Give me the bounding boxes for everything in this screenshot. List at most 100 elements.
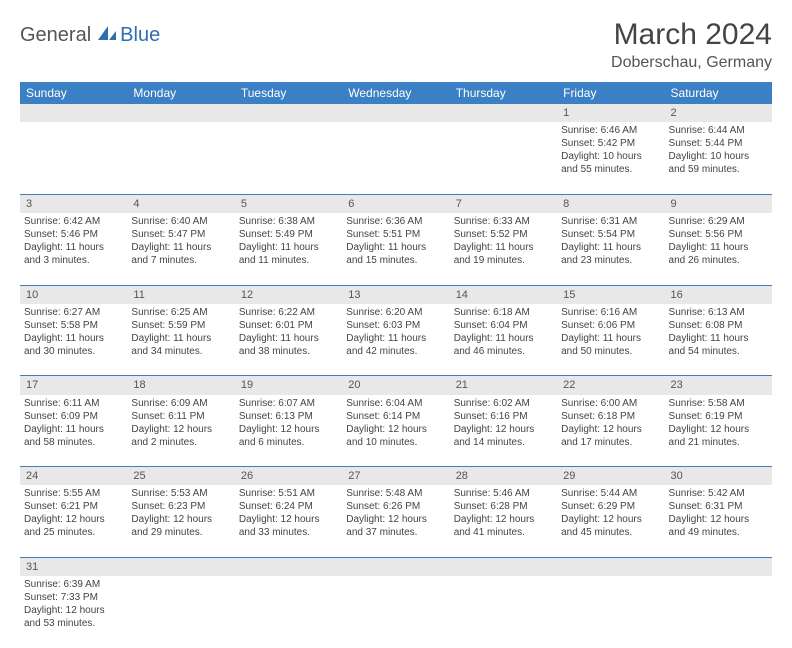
day-number: 23 [665, 376, 772, 395]
daynum-row: 12 [20, 104, 772, 122]
week-row: Sunrise: 6:46 AMSunset: 5:42 PMDaylight:… [20, 122, 772, 194]
day-cell [235, 576, 342, 648]
day-number: 21 [450, 376, 557, 395]
day-number [665, 557, 772, 576]
day-cell: Sunrise: 6:42 AMSunset: 5:46 PMDaylight:… [20, 213, 127, 285]
day-cell: Sunrise: 6:46 AMSunset: 5:42 PMDaylight:… [557, 122, 664, 194]
week-row: Sunrise: 5:55 AMSunset: 6:21 PMDaylight:… [20, 485, 772, 557]
weekday-header-row: Sunday Monday Tuesday Wednesday Thursday… [20, 82, 772, 104]
day-cell [450, 122, 557, 194]
day-number: 11 [127, 285, 234, 304]
day-number [450, 104, 557, 122]
day-cell: Sunrise: 6:31 AMSunset: 5:54 PMDaylight:… [557, 213, 664, 285]
day-details: Sunrise: 6:04 AMSunset: 6:14 PMDaylight:… [346, 397, 445, 449]
logo: General Blue [20, 24, 160, 47]
day-number: 16 [665, 285, 772, 304]
day-number: 7 [450, 194, 557, 213]
day-cell: Sunrise: 6:39 AMSunset: 7:33 PMDaylight:… [20, 576, 127, 648]
day-cell: Sunrise: 6:22 AMSunset: 6:01 PMDaylight:… [235, 304, 342, 376]
day-details: Sunrise: 6:07 AMSunset: 6:13 PMDaylight:… [239, 397, 338, 449]
day-number [235, 104, 342, 122]
day-cell: Sunrise: 6:09 AMSunset: 6:11 PMDaylight:… [127, 395, 234, 467]
day-details: Sunrise: 6:31 AMSunset: 5:54 PMDaylight:… [561, 215, 660, 267]
day-number: 2 [665, 104, 772, 122]
day-cell: Sunrise: 6:02 AMSunset: 6:16 PMDaylight:… [450, 395, 557, 467]
day-number: 3 [20, 194, 127, 213]
day-number: 9 [665, 194, 772, 213]
day-number [20, 104, 127, 122]
day-number: 24 [20, 467, 127, 486]
day-details: Sunrise: 5:55 AMSunset: 6:21 PMDaylight:… [24, 487, 123, 539]
week-row: Sunrise: 6:42 AMSunset: 5:46 PMDaylight:… [20, 213, 772, 285]
day-number: 30 [665, 467, 772, 486]
weekday-header: Tuesday [235, 82, 342, 104]
day-details: Sunrise: 6:11 AMSunset: 6:09 PMDaylight:… [24, 397, 123, 449]
day-number: 25 [127, 467, 234, 486]
day-details: Sunrise: 6:40 AMSunset: 5:47 PMDaylight:… [131, 215, 230, 267]
day-details: Sunrise: 6:33 AMSunset: 5:52 PMDaylight:… [454, 215, 553, 267]
sail-icon [96, 24, 118, 47]
header: General Blue March 2024 Doberschau, Germ… [20, 18, 772, 72]
day-cell [235, 122, 342, 194]
day-number [127, 557, 234, 576]
day-cell: Sunrise: 5:55 AMSunset: 6:21 PMDaylight:… [20, 485, 127, 557]
weekday-header: Monday [127, 82, 234, 104]
day-number: 12 [235, 285, 342, 304]
day-number [235, 557, 342, 576]
day-number: 6 [342, 194, 449, 213]
day-number: 10 [20, 285, 127, 304]
daynum-row: 10111213141516 [20, 285, 772, 304]
day-details: Sunrise: 6:38 AMSunset: 5:49 PMDaylight:… [239, 215, 338, 267]
day-details: Sunrise: 6:09 AMSunset: 6:11 PMDaylight:… [131, 397, 230, 449]
day-number: 15 [557, 285, 664, 304]
week-row: Sunrise: 6:27 AMSunset: 5:58 PMDaylight:… [20, 304, 772, 376]
day-number: 8 [557, 194, 664, 213]
day-cell: Sunrise: 5:42 AMSunset: 6:31 PMDaylight:… [665, 485, 772, 557]
calendar: Sunday Monday Tuesday Wednesday Thursday… [20, 82, 772, 648]
day-details: Sunrise: 5:44 AMSunset: 6:29 PMDaylight:… [561, 487, 660, 539]
day-cell [665, 576, 772, 648]
week-row: Sunrise: 6:11 AMSunset: 6:09 PMDaylight:… [20, 395, 772, 467]
daynum-row: 24252627282930 [20, 467, 772, 486]
day-cell: Sunrise: 5:53 AMSunset: 6:23 PMDaylight:… [127, 485, 234, 557]
logo-text-blue: Blue [120, 24, 160, 47]
day-cell: Sunrise: 6:36 AMSunset: 5:51 PMDaylight:… [342, 213, 449, 285]
day-details: Sunrise: 5:51 AMSunset: 6:24 PMDaylight:… [239, 487, 338, 539]
daynum-row: 3456789 [20, 194, 772, 213]
day-number: 5 [235, 194, 342, 213]
day-number: 13 [342, 285, 449, 304]
day-number: 28 [450, 467, 557, 486]
day-number: 22 [557, 376, 664, 395]
weekday-header: Wednesday [342, 82, 449, 104]
day-number [342, 557, 449, 576]
day-number [557, 557, 664, 576]
day-number: 14 [450, 285, 557, 304]
day-cell [557, 576, 664, 648]
day-cell: Sunrise: 6:27 AMSunset: 5:58 PMDaylight:… [20, 304, 127, 376]
day-number: 26 [235, 467, 342, 486]
day-cell: Sunrise: 6:33 AMSunset: 5:52 PMDaylight:… [450, 213, 557, 285]
day-cell: Sunrise: 6:29 AMSunset: 5:56 PMDaylight:… [665, 213, 772, 285]
day-cell: Sunrise: 6:07 AMSunset: 6:13 PMDaylight:… [235, 395, 342, 467]
day-cell: Sunrise: 5:51 AMSunset: 6:24 PMDaylight:… [235, 485, 342, 557]
day-details: Sunrise: 6:27 AMSunset: 5:58 PMDaylight:… [24, 306, 123, 358]
day-details: Sunrise: 6:22 AMSunset: 6:01 PMDaylight:… [239, 306, 338, 358]
day-details: Sunrise: 5:53 AMSunset: 6:23 PMDaylight:… [131, 487, 230, 539]
day-number: 19 [235, 376, 342, 395]
day-details: Sunrise: 6:42 AMSunset: 5:46 PMDaylight:… [24, 215, 123, 267]
day-cell: Sunrise: 6:20 AMSunset: 6:03 PMDaylight:… [342, 304, 449, 376]
day-number: 17 [20, 376, 127, 395]
day-details: Sunrise: 6:20 AMSunset: 6:03 PMDaylight:… [346, 306, 445, 358]
day-details: Sunrise: 6:25 AMSunset: 5:59 PMDaylight:… [131, 306, 230, 358]
day-cell: Sunrise: 6:13 AMSunset: 6:08 PMDaylight:… [665, 304, 772, 376]
day-details: Sunrise: 6:44 AMSunset: 5:44 PMDaylight:… [669, 124, 768, 176]
day-cell: Sunrise: 5:44 AMSunset: 6:29 PMDaylight:… [557, 485, 664, 557]
daynum-row: 31 [20, 557, 772, 576]
day-cell [450, 576, 557, 648]
day-details: Sunrise: 5:48 AMSunset: 6:26 PMDaylight:… [346, 487, 445, 539]
day-number [342, 104, 449, 122]
weekday-header: Sunday [20, 82, 127, 104]
day-cell: Sunrise: 6:16 AMSunset: 6:06 PMDaylight:… [557, 304, 664, 376]
day-details: Sunrise: 5:58 AMSunset: 6:19 PMDaylight:… [669, 397, 768, 449]
weekday-header: Thursday [450, 82, 557, 104]
